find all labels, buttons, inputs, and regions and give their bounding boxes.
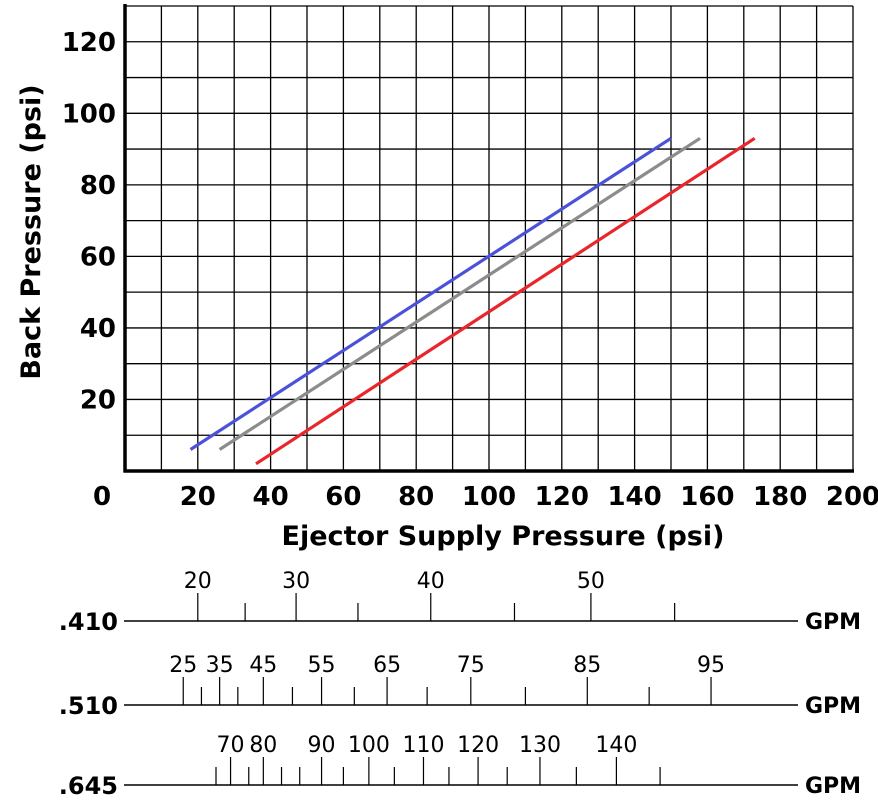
y-tick-label: 120: [62, 28, 116, 58]
x-tick-label: 200: [826, 482, 878, 512]
scale-tick-label: 100: [348, 733, 390, 758]
y-axis-title: Back Pressure (psi): [16, 84, 47, 379]
x-tick-label: 180: [753, 482, 807, 512]
plot-axes: [123, 4, 854, 473]
x-tick-label: 120: [535, 482, 589, 512]
scale-tick-label: 55: [308, 653, 336, 678]
plot-grid: [124, 5, 854, 472]
scale-tick-label: 20: [184, 569, 212, 594]
y-tick-label: 80: [80, 171, 116, 201]
y-tick-label: 20: [80, 385, 116, 415]
gpm-scale: .645 GPM 70 80 90 100 110 120 130 140: [59, 733, 861, 800]
scale-unit: GPM: [805, 774, 861, 799]
series-line: [218, 136, 701, 451]
x-tick-label: 0: [93, 482, 111, 512]
scale-tick-label: 30: [282, 569, 310, 594]
scale-tick-label: 90: [308, 733, 336, 758]
x-axis-title: Ejector Supply Pressure (psi): [282, 521, 725, 552]
scale-tick-label: 70: [217, 733, 245, 758]
scale-tick-label: 50: [577, 569, 605, 594]
y-tick-label: 40: [80, 314, 116, 344]
plot-series: [189, 136, 756, 466]
scale-label: .510: [59, 692, 118, 720]
scale-tick-label: 40: [417, 569, 445, 594]
x-tick-label: 40: [253, 482, 289, 512]
scale-tick-label: 130: [519, 733, 561, 758]
gpm-scale: .410 GPM 20 30 40 50: [59, 569, 861, 636]
y-tick-label: 60: [80, 242, 116, 272]
scale-tick-label: 140: [595, 733, 637, 758]
scale-label: .410: [59, 608, 118, 636]
scale-tick-label: 25: [169, 653, 197, 678]
scale-tick-label: 65: [373, 653, 401, 678]
scale-unit: GPM: [805, 610, 861, 635]
scale-tick-label: 120: [457, 733, 499, 758]
x-tick-label: 20: [180, 482, 216, 512]
x-tick-label: 160: [680, 482, 734, 512]
gpm-scale: .510 GPM 25 35 45 55 65 75 85 95: [59, 653, 861, 720]
scale-tick-label: 110: [402, 733, 444, 758]
scale-tick-label: 80: [249, 733, 277, 758]
series-line: [255, 136, 756, 466]
scale-tick-label: 45: [249, 653, 277, 678]
scale-tick-label: 85: [573, 653, 601, 678]
y-tick-label: 100: [62, 99, 116, 129]
x-tick-label: 100: [462, 482, 516, 512]
gpm-scales: .410 GPM 20 30 40 50 .510 GPM 25 35 45 55 65 75 85 95 .6…: [59, 569, 861, 800]
scale-tick-label: 35: [206, 653, 234, 678]
tick-labels: 0 20 40 60 80 100 120 140 160 180 200 20 40 60 80 100 12…: [62, 28, 878, 512]
x-tick-label: 60: [325, 482, 361, 512]
x-tick-label: 140: [607, 482, 661, 512]
scale-unit: GPM: [805, 694, 861, 719]
scale-tick-label: 75: [457, 653, 485, 678]
scale-tick-label: 95: [697, 653, 725, 678]
scale-label: .645: [59, 772, 118, 800]
x-tick-label: 80: [398, 482, 434, 512]
series-line: [189, 136, 672, 451]
